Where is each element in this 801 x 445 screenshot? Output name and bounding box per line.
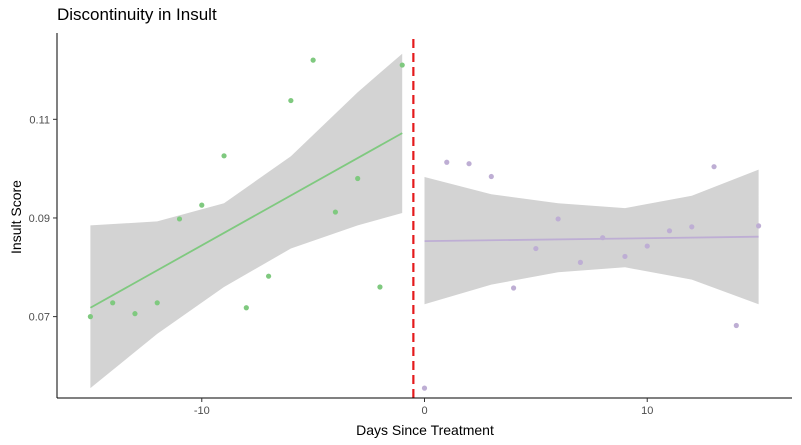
data-point (154, 300, 160, 306)
y-tick-label: 0.09 (29, 213, 50, 225)
data-point (733, 322, 739, 329)
y-axis-title: Insult Score (8, 180, 24, 254)
x-axis-title: Days Since Treatment (356, 422, 494, 438)
data-point (87, 314, 94, 320)
data-point (555, 216, 561, 222)
data-point (444, 159, 450, 165)
data-point (755, 223, 762, 229)
confidence-band-2 (424, 169, 759, 305)
data-point (176, 216, 183, 222)
data-point (310, 57, 316, 63)
data-point (488, 173, 494, 180)
data-point (288, 97, 294, 104)
data-point (377, 284, 383, 290)
data-point (355, 175, 361, 182)
data-point (600, 235, 606, 241)
data-point (510, 285, 517, 291)
data-point (466, 161, 472, 167)
data-point (622, 253, 628, 260)
x-tick-label: 10 (641, 405, 653, 417)
axes: -10 0 10 0.07 0.09 0.11 (29, 33, 792, 417)
data-point (399, 62, 405, 68)
confidence-bands (90, 53, 759, 389)
data-point (332, 209, 339, 215)
fit-line-1 (89, 132, 403, 309)
data-point (644, 243, 650, 249)
y-tick-label: 0.07 (29, 312, 50, 324)
x-tick-label: 0 (421, 405, 427, 417)
fit-lines (89, 132, 759, 309)
x-tick-label: -10 (194, 405, 210, 417)
data-point (689, 224, 695, 230)
y-tick-label: 0.11 (29, 114, 50, 126)
data-point (110, 300, 116, 306)
fit-line-2 (424, 235, 759, 243)
chart-title: Discontinuity in Insult (57, 5, 217, 24)
data-points (87, 57, 762, 391)
data-point (577, 259, 584, 265)
data-point (132, 311, 138, 317)
data-point (265, 273, 272, 279)
data-point (243, 305, 249, 311)
data-point (421, 385, 428, 391)
data-point (711, 164, 717, 170)
data-point (666, 228, 673, 234)
data-point (199, 202, 205, 208)
data-point (221, 153, 227, 159)
data-point (533, 245, 539, 252)
